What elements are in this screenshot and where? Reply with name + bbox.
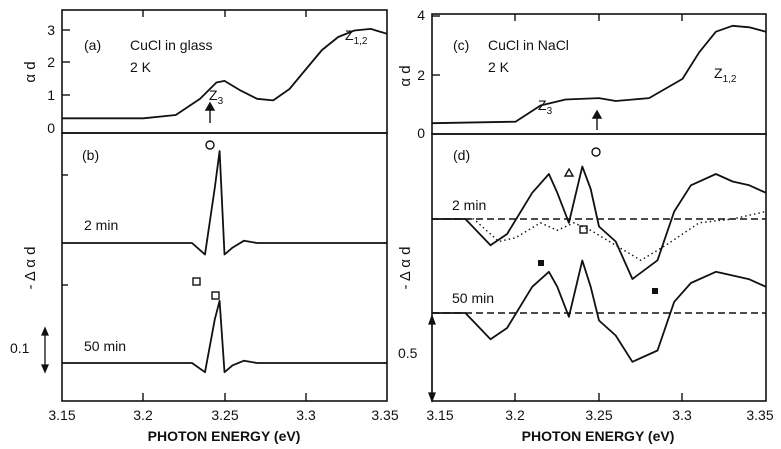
- panel-c-ylabel: α d: [397, 65, 414, 86]
- panel-a-absorption-curve: [62, 28, 388, 120]
- panel-b-50min-label: 50 min: [84, 338, 126, 354]
- panel-b-scale-label: 0.1: [10, 340, 30, 356]
- left-xticks: [62, 10, 307, 401]
- panel-a-ytick-label-3: 3: [47, 22, 55, 38]
- right-xtick-0: 3.15: [426, 407, 453, 423]
- left-xtick-3: 3.3: [296, 407, 316, 423]
- panel-a-title: CuCl in glass: [130, 37, 212, 53]
- left-xlabel: PHOTON ENERGY (eV): [148, 428, 301, 444]
- panel-a-temp: 2 K: [130, 59, 152, 75]
- panel-d-label: (d): [453, 147, 470, 163]
- panel-d-ylabel: - Δ α d: [397, 247, 414, 290]
- right-xtick-1: 3.2: [505, 407, 525, 423]
- panel-c-ytick-label-4: 4: [417, 7, 425, 23]
- panel-c-arrow: [591, 109, 603, 130]
- panel-a-ylabel: α d: [22, 61, 39, 82]
- panel-d-open-square-marker: [579, 225, 588, 234]
- panel-c-label: (c): [453, 37, 469, 53]
- panel-d-2min-label: 2 min: [452, 197, 486, 213]
- right-xtick-2: 3.25: [585, 407, 612, 423]
- panel-d-scale-bar: [428, 314, 436, 403]
- panel-b-2min-curve: [62, 150, 387, 256]
- panel-c-temp: 2 K: [488, 59, 510, 75]
- panel-b-label: (b): [82, 147, 99, 163]
- panel-b-square-marker-1: [192, 277, 201, 286]
- panel-a-z3: Z3: [209, 87, 224, 107]
- panel-a-z12: Z1,2: [345, 27, 368, 47]
- panel-c-ytick-label-2: 2: [417, 67, 425, 83]
- panel-c-z12: Z1,2: [714, 65, 737, 85]
- panel-b-ylabel: - Δ α d: [22, 247, 39, 290]
- panel-a-label: (a): [84, 37, 101, 53]
- panel-d-50min-label: 50 min: [452, 290, 494, 306]
- panel-d-circle-marker: [591, 147, 601, 157]
- panel-b-circle-marker: [205, 140, 215, 150]
- panel-a-frame: [61, 9, 388, 134]
- panel-a-ytick-label-0: 0: [47, 120, 55, 136]
- panel-b-scale-bar: [41, 326, 49, 374]
- panel-b-square-marker-2: [211, 291, 220, 300]
- panel-d-triangle-marker: [563, 167, 575, 177]
- panel-d-scale-label: 0.5: [398, 345, 418, 361]
- panel-c-ytick-label-0: 0: [417, 125, 425, 141]
- panel-d-filled-square-marker-2: [652, 288, 658, 294]
- panel-d-filled-square-marker-1: [538, 260, 544, 266]
- right-xlabel: PHOTON ENERGY (eV): [522, 428, 675, 444]
- panel-c-z3: Z3: [538, 97, 553, 117]
- right-xtick-4: 3.35: [746, 407, 773, 423]
- left-xtick-0: 3.15: [48, 407, 75, 423]
- panel-d-50min-curve: [432, 259, 767, 363]
- left-xtick-2: 3.25: [211, 407, 238, 423]
- panel-b-50min-curve: [62, 300, 387, 374]
- panel-a-arrow: [204, 101, 216, 123]
- panel-a-ytick-label-2: 2: [47, 54, 55, 70]
- left-xtick-1: 3.2: [133, 407, 153, 423]
- right-xtick-3: 3.3: [672, 407, 692, 423]
- panel-b-2min-label: 2 min: [84, 217, 118, 233]
- panel-c-absorption-curve: [431, 24, 767, 125]
- panel-c-title: CuCl in NaCl: [488, 37, 569, 53]
- panel-a-ytick-label-1: 1: [47, 87, 55, 103]
- left-xtick-4: 3.35: [371, 407, 398, 423]
- panel-d-2min-curve: [432, 165, 767, 280]
- right-xticks: [514, 14, 683, 401]
